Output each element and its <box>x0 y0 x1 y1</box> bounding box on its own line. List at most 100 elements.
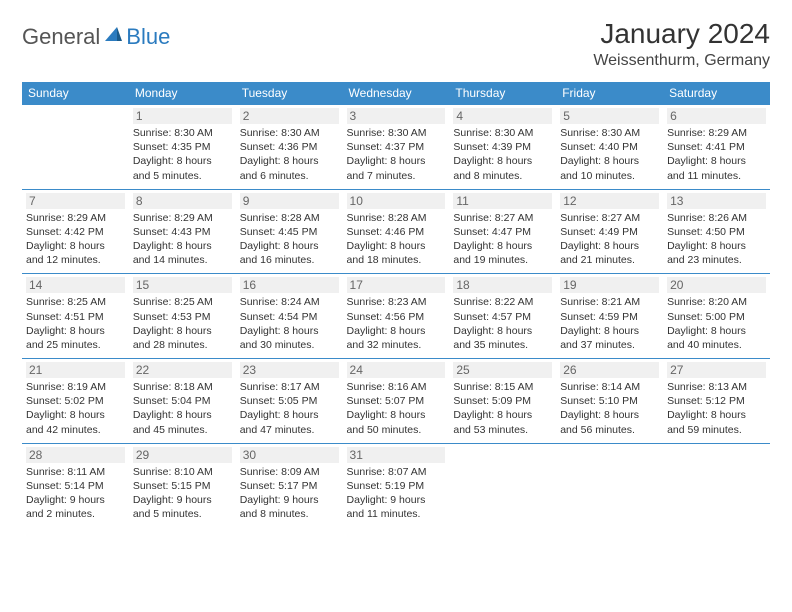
day-number: 1 <box>133 108 232 124</box>
day-details: Sunrise: 8:29 AMSunset: 4:42 PMDaylight:… <box>26 211 125 268</box>
day-number: 13 <box>667 193 766 209</box>
day-number: 6 <box>667 108 766 124</box>
day-details: Sunrise: 8:30 AMSunset: 4:37 PMDaylight:… <box>347 126 446 183</box>
calendar-cell: 20Sunrise: 8:20 AMSunset: 5:00 PMDayligh… <box>663 274 770 359</box>
day-number: 2 <box>240 108 339 124</box>
day-details: Sunrise: 8:15 AMSunset: 5:09 PMDaylight:… <box>453 380 552 437</box>
calendar-cell: 28 Sunrise: 8:11 AMSunset: 5:14 PMDayligh… <box>22 443 129 527</box>
calendar-cell: 12 Sunrise: 8:27 AMSunset: 4:49 PMDayligh… <box>556 189 663 274</box>
calendar-cell: 10Sunrise: 8:28 AMSunset: 4:46 PMDayligh… <box>343 189 450 274</box>
day-details: Sunrise: 8:09 AMSunset: 5:17 PMDaylight:… <box>240 465 339 522</box>
logo-text-blue: Blue <box>126 24 170 50</box>
day-details: Sunrise: 8:30 AMSunset: 4:36 PMDaylight:… <box>240 126 339 183</box>
day-details: Sunrise: 8:25 AMSunset: 4:51 PMDaylight:… <box>26 295 125 352</box>
calendar-cell: 15 Sunrise: 8:25 AMSunset: 4:53 PMDayligh… <box>129 274 236 359</box>
calendar-cell: 8 Sunrise: 8:29 AMSunset: 4:43 PMDaylight… <box>129 189 236 274</box>
day-number: 22 <box>133 362 232 378</box>
weekday-header: Thursday <box>449 82 556 105</box>
calendar-cell: 17Sunrise: 8:23 AMSunset: 4:56 PMDayligh… <box>343 274 450 359</box>
weekday-header: Monday <box>129 82 236 105</box>
weekday-header: Friday <box>556 82 663 105</box>
day-number: 8 <box>133 193 232 209</box>
day-number: 3 <box>347 108 446 124</box>
logo-text-general: General <box>22 24 100 50</box>
header: General Blue January 2024 Weissenthurm, … <box>22 18 770 70</box>
calendar-table: SundayMondayTuesdayWednesdayThursdayFrid… <box>22 82 770 527</box>
calendar-cell: 14 Sunrise: 8:25 AMSunset: 4:51 PMDayligh… <box>22 274 129 359</box>
day-details: Sunrise: 8:07 AMSunset: 5:19 PMDaylight:… <box>347 465 446 522</box>
day-details: Sunrise: 8:28 AMSunset: 4:46 PMDaylight:… <box>347 211 446 268</box>
calendar-cell: 25Sunrise: 8:15 AMSunset: 5:09 PMDayligh… <box>449 359 556 444</box>
weekday-header: Sunday <box>22 82 129 105</box>
calendar-cell: 7 Sunrise: 8:29 AMSunset: 4:42 PMDaylight… <box>22 189 129 274</box>
calendar-cell: 18Sunrise: 8:22 AMSunset: 4:57 PMDayligh… <box>449 274 556 359</box>
day-details: Sunrise: 8:19 AMSunset: 5:02 PMDaylight:… <box>26 380 125 437</box>
day-number: 12 <box>560 193 659 209</box>
calendar-row: 14 Sunrise: 8:25 AMSunset: 4:51 PMDayligh… <box>22 274 770 359</box>
calendar-cell: 31 Sunrise: 8:07 AMSunset: 5:19 PMDayligh… <box>343 443 450 527</box>
day-details: Sunrise: 8:29 AMSunset: 4:41 PMDaylight:… <box>667 126 766 183</box>
day-number: 4 <box>453 108 552 124</box>
day-details: Sunrise: 8:24 AMSunset: 4:54 PMDaylight:… <box>240 295 339 352</box>
calendar-cell: 27Sunrise: 8:13 AMSunset: 5:12 PMDayligh… <box>663 359 770 444</box>
calendar-cell: 2 Sunrise: 8:30 AMSunset: 4:36 PMDaylight… <box>236 105 343 190</box>
day-details: Sunrise: 8:27 AMSunset: 4:49 PMDaylight:… <box>560 211 659 268</box>
calendar-row: 28 Sunrise: 8:11 AMSunset: 5:14 PMDayligh… <box>22 443 770 527</box>
day-number: 29 <box>133 447 232 463</box>
day-details: Sunrise: 8:11 AMSunset: 5:14 PMDaylight:… <box>26 465 125 522</box>
calendar-cell: 11 Sunrise: 8:27 AMSunset: 4:47 PMDayligh… <box>449 189 556 274</box>
day-details: Sunrise: 8:20 AMSunset: 5:00 PMDaylight:… <box>667 295 766 352</box>
weekday-header: Tuesday <box>236 82 343 105</box>
calendar-cell: 4 Sunrise: 8:30 AMSunset: 4:39 PMDaylight… <box>449 105 556 190</box>
day-number: 24 <box>347 362 446 378</box>
calendar-cell: 5 Sunrise: 8:30 AMSunset: 4:40 PMDaylight… <box>556 105 663 190</box>
calendar-cell <box>22 105 129 190</box>
day-number: 14 <box>26 277 125 293</box>
day-details: Sunrise: 8:30 AMSunset: 4:39 PMDaylight:… <box>453 126 552 183</box>
calendar-cell: 23 Sunrise: 8:17 AMSunset: 5:05 PMDayligh… <box>236 359 343 444</box>
day-number: 28 <box>26 447 125 463</box>
day-number: 30 <box>240 447 339 463</box>
day-details: Sunrise: 8:29 AMSunset: 4:43 PMDaylight:… <box>133 211 232 268</box>
day-details: Sunrise: 8:16 AMSunset: 5:07 PMDaylight:… <box>347 380 446 437</box>
calendar-head: SundayMondayTuesdayWednesdayThursdayFrid… <box>22 82 770 105</box>
calendar-row: 1Sunrise: 8:30 AMSunset: 4:35 PMDaylight… <box>22 105 770 190</box>
day-details: Sunrise: 8:17 AMSunset: 5:05 PMDaylight:… <box>240 380 339 437</box>
day-number: 7 <box>26 193 125 209</box>
calendar-cell: 24 Sunrise: 8:16 AMSunset: 5:07 PMDayligh… <box>343 359 450 444</box>
calendar-cell: 6 Sunrise: 8:29 AMSunset: 4:41 PMDaylight… <box>663 105 770 190</box>
calendar-cell: 16 Sunrise: 8:24 AMSunset: 4:54 PMDayligh… <box>236 274 343 359</box>
calendar-cell <box>663 443 770 527</box>
day-details: Sunrise: 8:30 AMSunset: 4:40 PMDaylight:… <box>560 126 659 183</box>
calendar-row: 21 Sunrise: 8:19 AMSunset: 5:02 PMDayligh… <box>22 359 770 444</box>
calendar-cell: 26 Sunrise: 8:14 AMSunset: 5:10 PMDayligh… <box>556 359 663 444</box>
day-number: 16 <box>240 277 339 293</box>
month-title: January 2024 <box>593 18 770 50</box>
calendar-cell: 21 Sunrise: 8:19 AMSunset: 5:02 PMDayligh… <box>22 359 129 444</box>
day-number: 5 <box>560 108 659 124</box>
day-details: Sunrise: 8:27 AMSunset: 4:47 PMDaylight:… <box>453 211 552 268</box>
calendar-row: 7 Sunrise: 8:29 AMSunset: 4:42 PMDaylight… <box>22 189 770 274</box>
day-number: 19 <box>560 277 659 293</box>
day-number: 26 <box>560 362 659 378</box>
day-details: Sunrise: 8:23 AMSunset: 4:56 PMDaylight:… <box>347 295 446 352</box>
weekday-header: Saturday <box>663 82 770 105</box>
day-number: 9 <box>240 193 339 209</box>
day-number: 11 <box>453 193 552 209</box>
day-number: 31 <box>347 447 446 463</box>
day-details: Sunrise: 8:21 AMSunset: 4:59 PMDaylight:… <box>560 295 659 352</box>
day-details: Sunrise: 8:14 AMSunset: 5:10 PMDaylight:… <box>560 380 659 437</box>
title-block: January 2024 Weissenthurm, Germany <box>593 18 770 70</box>
day-number: 15 <box>133 277 232 293</box>
calendar-cell: 22Sunrise: 8:18 AMSunset: 5:04 PMDayligh… <box>129 359 236 444</box>
calendar-cell <box>556 443 663 527</box>
calendar-cell: 30 Sunrise: 8:09 AMSunset: 5:17 PMDayligh… <box>236 443 343 527</box>
logo: General Blue <box>22 24 170 50</box>
day-details: Sunrise: 8:13 AMSunset: 5:12 PMDaylight:… <box>667 380 766 437</box>
calendar-cell: 19 Sunrise: 8:21 AMSunset: 4:59 PMDayligh… <box>556 274 663 359</box>
day-details: Sunrise: 8:25 AMSunset: 4:53 PMDaylight:… <box>133 295 232 352</box>
day-details: Sunrise: 8:22 AMSunset: 4:57 PMDaylight:… <box>453 295 552 352</box>
day-details: Sunrise: 8:26 AMSunset: 4:50 PMDaylight:… <box>667 211 766 268</box>
day-number: 21 <box>26 362 125 378</box>
day-number: 23 <box>240 362 339 378</box>
